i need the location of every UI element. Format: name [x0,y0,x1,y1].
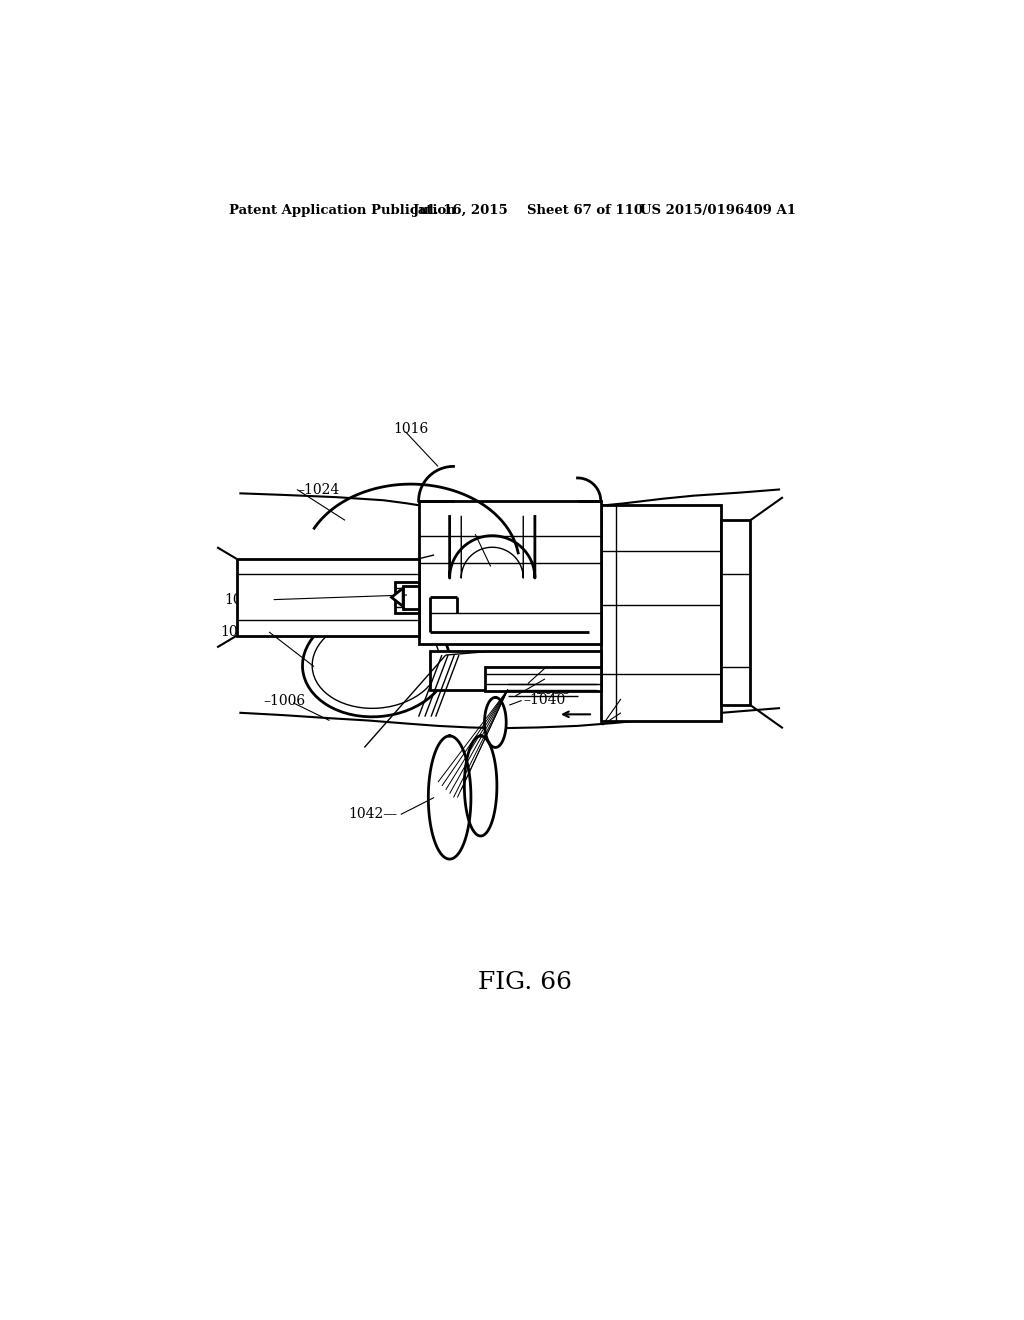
Bar [237,558,419,636]
Polygon shape [464,737,497,836]
Text: –1024: –1024 [297,483,339,496]
Text: 1014—: 1014— [224,593,273,607]
Bar [601,506,721,721]
Text: Patent Application Publication: Patent Application Publication [228,205,456,218]
Bar [430,651,601,689]
Text: US 2015/0196409 A1: US 2015/0196409 A1 [640,205,796,218]
Bar [419,502,601,644]
Text: –1038: –1038 [528,682,570,697]
Polygon shape [391,589,403,607]
Ellipse shape [312,618,440,709]
Text: 1034: 1034 [450,525,485,539]
Text: –1006: –1006 [623,692,665,706]
Text: 1016: 1016 [393,422,428,437]
Text: FIG. 66: FIG. 66 [478,970,571,994]
Text: –1044: –1044 [547,672,589,686]
Bar [395,582,419,612]
Text: Sheet 67 of 110: Sheet 67 of 110 [527,205,643,218]
Bar [403,586,419,609]
Polygon shape [484,697,506,747]
Text: 1018—: 1018— [220,624,269,639]
Text: 1042—: 1042— [348,808,397,821]
Text: A: A [599,697,609,711]
Polygon shape [428,737,471,859]
Text: –1014: –1014 [623,706,665,719]
Bar [484,667,601,692]
Text: –1040: –1040 [523,693,565,708]
Ellipse shape [302,609,450,717]
Bar [721,520,751,705]
Text: –1036: –1036 [547,661,589,675]
Text: Jul. 16, 2015: Jul. 16, 2015 [414,205,508,218]
Text: –1006: –1006 [263,694,306,709]
